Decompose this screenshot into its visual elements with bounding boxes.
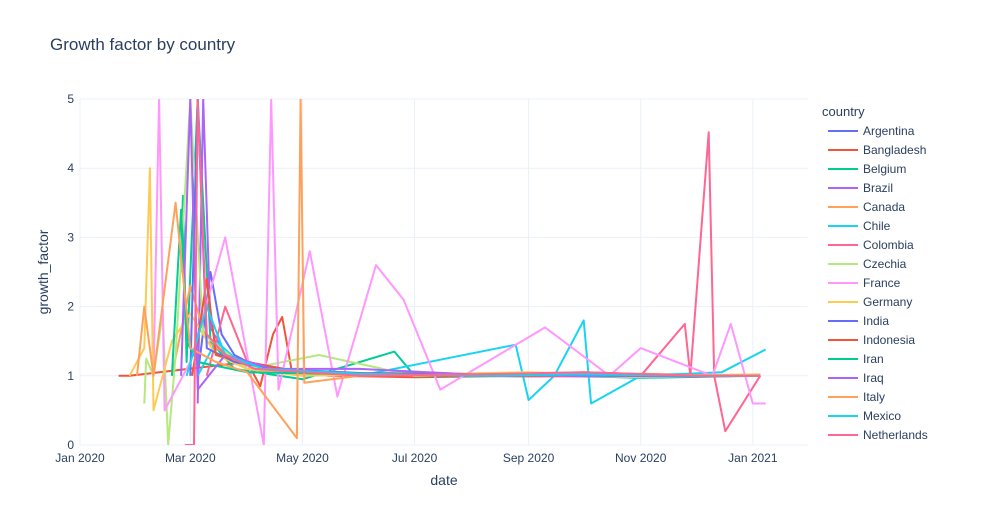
legend-label: Iran: [863, 352, 884, 366]
legend-item-mexico[interactable]: Mexico: [828, 409, 901, 423]
y-tick-label: 0: [67, 438, 74, 452]
legend-label: India: [863, 314, 889, 328]
legend-label: Belgium: [863, 162, 906, 176]
x-tick-label: Jan 2020: [55, 451, 105, 465]
legend-title: country: [822, 104, 865, 119]
legend-item-chile[interactable]: Chile: [828, 219, 891, 233]
legend-item-czechia[interactable]: Czechia: [828, 257, 907, 271]
legend-item-italy[interactable]: Italy: [828, 390, 885, 404]
legend[interactable]: country Argentina Bangladesh Belgium Brazil…: [822, 104, 928, 442]
legend-items[interactable]: Argentina Bangladesh Belgium Brazil Canada Ch…: [828, 124, 928, 442]
legend-item-netherlands[interactable]: Netherlands: [828, 428, 928, 442]
legend-item-indonesia[interactable]: Indonesia: [828, 333, 915, 347]
legend-label: France: [863, 276, 901, 290]
legend-label: Chile: [863, 219, 891, 233]
x-axis-label: date: [430, 472, 457, 488]
chart-title: Growth factor by country: [50, 35, 236, 54]
legend-label: Canada: [863, 200, 905, 214]
legend-item-iran[interactable]: Iran: [828, 352, 884, 366]
legend-label: Bangladesh: [863, 143, 926, 157]
legend-item-belgium[interactable]: Belgium: [828, 162, 906, 176]
legend-item-brazil[interactable]: Brazil: [828, 181, 893, 195]
legend-item-colombia[interactable]: Colombia: [828, 238, 914, 252]
y-tick-label: 1: [67, 369, 74, 383]
x-tick-label: Sep 2020: [503, 451, 555, 465]
legend-label: Mexico: [863, 409, 901, 423]
legend-item-iraq[interactable]: Iraq: [828, 371, 884, 385]
legend-item-india[interactable]: India: [828, 314, 889, 328]
y-tick-label: 5: [67, 92, 74, 106]
legend-label: Czechia: [863, 257, 907, 271]
legend-label: Italy: [863, 390, 885, 404]
y-tick-label: 2: [67, 300, 74, 314]
legend-item-bangladesh[interactable]: Bangladesh: [828, 143, 926, 157]
plot-area: [118, 99, 767, 445]
x-tick-label: Nov 2020: [615, 451, 667, 465]
x-tick-label: Mar 2020: [165, 451, 216, 465]
y-axis-label: growth_factor: [35, 229, 51, 314]
legend-item-canada[interactable]: Canada: [828, 200, 905, 214]
y-tick-label: 3: [67, 230, 74, 244]
x-tick-label: Jan 2021: [728, 451, 778, 465]
legend-item-germany[interactable]: Germany: [828, 295, 912, 309]
legend-label: Brazil: [863, 181, 893, 195]
legend-label: Netherlands: [863, 428, 928, 442]
x-tick-label: Jul 2020: [392, 451, 438, 465]
legend-item-argentina[interactable]: Argentina: [828, 124, 915, 138]
y-tick-label: 4: [67, 161, 74, 175]
legend-label: Germany: [863, 295, 912, 309]
legend-label: Argentina: [863, 124, 915, 138]
legend-label: Iraq: [863, 371, 884, 385]
series-layer: [118, 99, 767, 445]
tick-layer: 0 1 2 3 4 5 Jan 2020 Mar 2020 May 2020 Jul 2020 Se…: [55, 92, 778, 465]
series-line-netherlands: [184, 99, 761, 445]
legend-label: Indonesia: [863, 333, 915, 347]
legend-item-france[interactable]: France: [828, 276, 901, 290]
x-tick-label: May 2020: [276, 451, 329, 465]
legend-label: Colombia: [863, 238, 914, 252]
